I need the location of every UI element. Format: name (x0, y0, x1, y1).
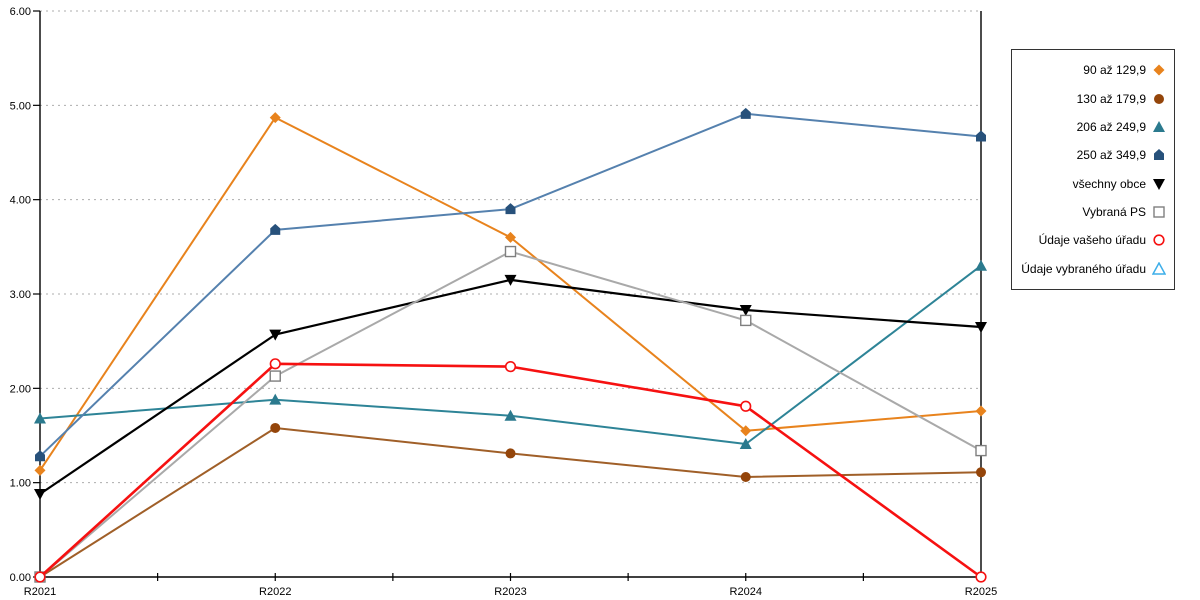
legend-item-label: 90 až 129,9 (1083, 63, 1146, 78)
legend-item-label: 206 až 249,9 (1076, 119, 1146, 134)
series-marker-3 (740, 107, 751, 119)
series-marker-5 (740, 314, 752, 327)
series-marker-0 (975, 405, 987, 417)
legend-item-6: Údaje vašeho úřadu (1020, 233, 1166, 247)
legend-item-label: Údaje vašeho úřadu (1038, 233, 1146, 248)
series-marker-5 (269, 370, 281, 382)
legend-marker-triangle-down-icon (1153, 178, 1165, 190)
series-marker-5 (975, 444, 987, 457)
series-marker-4 (504, 274, 517, 286)
series-marker-4 (975, 322, 987, 334)
legend-marker-square-open-icon (1153, 206, 1165, 218)
series-marker-0 (34, 464, 46, 476)
legend-item-1: 130 až 179,9 (1020, 92, 1166, 106)
legend-item-label: Vybraná PS (1082, 205, 1146, 220)
legend-item-label: všechny obce (1072, 176, 1146, 191)
legend-marker-triangle-up-icon (1153, 120, 1165, 132)
series-marker-6 (269, 358, 281, 370)
series-marker-0 (505, 231, 516, 243)
series-marker-4 (34, 488, 46, 500)
series-marker-3 (976, 130, 986, 142)
series-marker-3 (35, 450, 45, 462)
legend-item-5: Vybraná PS (1020, 205, 1166, 219)
series-marker-4 (269, 329, 282, 341)
series-marker-2 (504, 409, 517, 421)
series-marker-6 (740, 400, 752, 412)
y-axis-label: 1.00 (10, 478, 31, 490)
legend-marker-diamond-icon (1153, 64, 1165, 76)
y-axis-label: 4.00 (10, 195, 31, 207)
y-axis-label: 2.00 (10, 383, 31, 395)
legend-marker-circle-icon (1154, 93, 1164, 104)
y-axis-label: 3.00 (10, 289, 31, 301)
legend: 90 až 129,9 130 až 179,9 206 až 249,9 250 a… (1011, 49, 1175, 290)
legend-marker-circle-open-icon (1153, 234, 1165, 247)
series-marker-3 (270, 223, 281, 235)
x-axis-label: R2022 (259, 586, 291, 598)
legend-item-label: 250 až 349,9 (1076, 148, 1146, 163)
series-marker-5 (504, 245, 517, 258)
legend-item-0: 90 až 129,9 (1020, 63, 1166, 77)
series-marker-2 (975, 259, 987, 271)
series-marker-2 (269, 393, 282, 405)
x-axis-label: R2021 (24, 586, 56, 598)
legend-item-4: všechny obce (1020, 177, 1166, 191)
series-marker-6 (504, 361, 517, 373)
legend-marker-triangle-open-icon (1152, 261, 1166, 275)
x-axis-label: R2025 (965, 586, 997, 598)
y-axis-label: 0.00 (10, 572, 31, 584)
legend-marker-pentagon-icon (1154, 149, 1164, 161)
y-axis-label: 6.00 (10, 6, 31, 18)
series-marker-1 (270, 422, 281, 433)
series-marker-4 (739, 305, 752, 317)
series-marker-6 (975, 571, 987, 583)
series-marker-6 (34, 571, 46, 583)
x-axis-label: R2024 (730, 586, 762, 598)
series-marker-1 (740, 472, 751, 483)
legend-item-label: Údaje vybraného úřadu (1021, 261, 1146, 276)
legend-item-7: Údaje vybraného úřadu (1020, 261, 1166, 276)
series-marker-3 (505, 203, 516, 215)
x-axis-label: R2023 (494, 586, 526, 598)
y-axis-label: 5.00 (10, 100, 31, 112)
series-marker-2 (739, 437, 752, 449)
series-marker-1 (505, 448, 516, 459)
series-marker-2 (34, 412, 46, 424)
series-marker-0 (740, 425, 752, 437)
series-marker-0 (269, 112, 281, 124)
legend-item-2: 206 až 249,9 (1020, 120, 1166, 134)
series-marker-1 (976, 467, 986, 478)
legend-item-label: 130 až 179,9 (1076, 91, 1146, 106)
legend-item-3: 250 až 349,9 (1020, 148, 1166, 162)
